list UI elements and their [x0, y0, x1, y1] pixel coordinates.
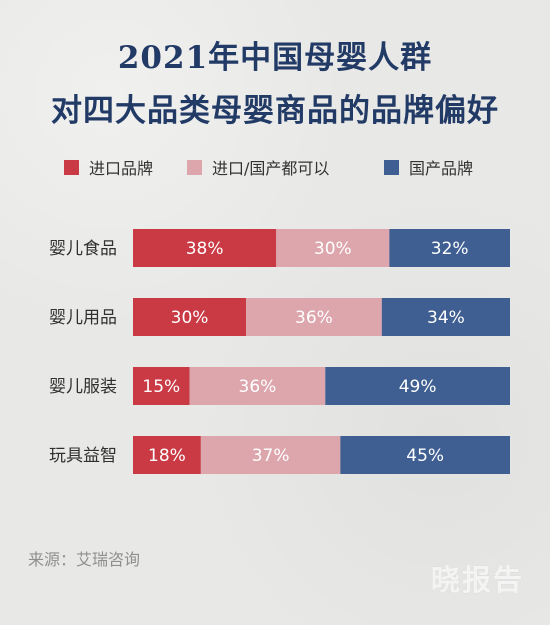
value-label: 30%	[171, 308, 209, 328]
legend-swatch-either	[187, 159, 202, 175]
category-label: 婴儿食品	[49, 239, 117, 259]
value-label: 30%	[314, 239, 352, 259]
bar-segment	[325, 367, 510, 405]
bar-segment	[246, 298, 382, 336]
bar-segment	[276, 229, 390, 267]
legend-item-imported: 进口品牌	[64, 152, 153, 182]
source-note: 来源：艾瑞咨询	[28, 550, 141, 569]
bar-segment	[133, 298, 247, 336]
bar-segment	[340, 436, 510, 474]
value-label: 15%	[142, 377, 180, 397]
value-label: 36%	[239, 377, 277, 397]
legend-label-domestic: 国产品牌	[409, 159, 474, 178]
bar-segment	[133, 436, 201, 474]
bar-segment	[200, 436, 341, 474]
legend-item-domestic: 国产品牌	[384, 152, 473, 182]
legend-item-either: 进口/国产都可以	[187, 152, 329, 182]
value-label: 37%	[252, 446, 290, 466]
bar-segment	[389, 229, 510, 267]
legend: 进口品牌 进口/国产都可以 国产品牌	[0, 152, 550, 182]
value-label: 45%	[406, 446, 444, 466]
bar-segment	[133, 229, 277, 267]
chart-title: 2021年中国母婴人群	[117, 40, 433, 76]
value-label: 49%	[399, 377, 437, 397]
watermark-logo: 晓报告	[430, 563, 524, 597]
legend-swatch-imported	[64, 159, 79, 175]
value-label: 18%	[148, 446, 186, 466]
value-label: 32%	[431, 239, 469, 259]
legend-label-either: 进口/国产都可以	[212, 159, 330, 178]
category-label: 玩具益智	[49, 446, 117, 466]
value-label: 38%	[186, 239, 224, 259]
bar-segment	[189, 367, 326, 405]
category-label: 婴儿用品	[49, 308, 117, 328]
bar-segment	[133, 367, 190, 405]
category-label: 婴儿服装	[49, 377, 117, 397]
value-label: 34%	[427, 308, 465, 328]
legend-label-imported: 进口品牌	[89, 159, 154, 178]
value-label: 36%	[295, 308, 333, 328]
legend-swatch-domestic	[384, 159, 399, 175]
bar-segment	[381, 298, 510, 336]
chart-subtitle: 对四大品类母婴商品的品牌偏好	[51, 93, 499, 129]
